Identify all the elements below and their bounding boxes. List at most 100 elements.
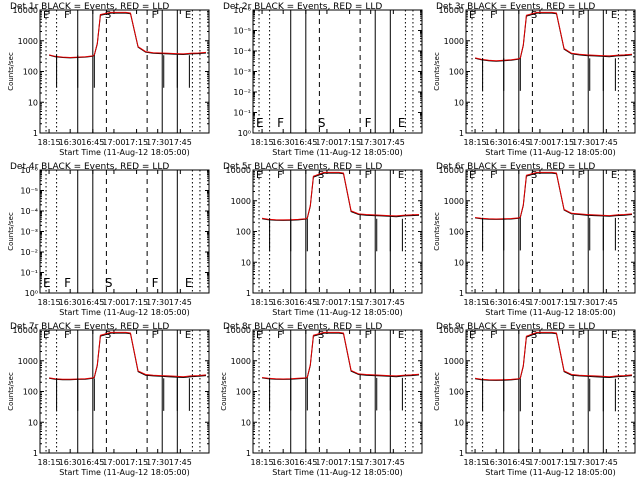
x-tick-label: 17:15: [125, 298, 148, 307]
y-axis-label: Counts/sec: [433, 212, 441, 251]
panel-title: Det 1r BLACK = Events, RED = LLD: [10, 2, 169, 12]
region-label: S: [105, 10, 111, 21]
x-axis-label: Start Time (11-Aug-12 18:05:00): [272, 468, 403, 477]
x-tick-label: 17:45: [169, 138, 192, 147]
x-tick-label: 17:45: [382, 298, 405, 307]
plot-frame: [465, 329, 636, 454]
plot-frame: [252, 329, 423, 454]
region-label: E: [469, 170, 475, 181]
y-tick-label: 1000: [231, 197, 251, 206]
x-tick-label: 16:30: [59, 138, 82, 147]
x-tick-label: 18:15: [251, 138, 274, 147]
y-tick-label: 100: [236, 388, 251, 397]
panel-title: Det 3r BLACK = Events, RED = LLD: [436, 2, 595, 12]
y-tick-label: 10: [28, 98, 38, 107]
x-tick-label: 17:30: [572, 458, 595, 467]
x-tick-label: 18:15: [251, 298, 274, 307]
x-tick-label: 17:30: [359, 138, 382, 147]
x-tick-label: 17:45: [595, 298, 618, 307]
x-tick-label: 16:45: [294, 298, 317, 307]
detector-panel-1: Det 1r BLACK = Events, RED = LLD 1 10 100 10…: [7, 2, 210, 157]
x-tick-label: 17:00: [102, 138, 125, 147]
y-tick-label: 10: [454, 258, 464, 267]
y-tick-label: 100: [449, 388, 464, 397]
region-label: E: [43, 10, 49, 21]
y-tick-label: 10000: [13, 6, 38, 15]
y-tick-label: 1000: [231, 357, 251, 366]
series-line-events: [475, 172, 633, 220]
x-axis-label: Start Time (11-Aug-12 18:05:00): [485, 468, 616, 477]
y-tick-label: 1: [459, 129, 464, 138]
region-label: E: [185, 276, 193, 290]
panel-title: Det 6r BLACK = Events, RED = LLD: [436, 162, 595, 172]
x-tick-label: 17:45: [595, 138, 618, 147]
plot-frame: [39, 9, 210, 134]
region-label: E: [611, 170, 617, 181]
y-tick-label: 10⁻⁵: [20, 187, 38, 196]
y-tick-label: 1000: [18, 37, 38, 46]
x-tick-label: 16:45: [507, 458, 530, 467]
x-tick-label: 17:45: [169, 458, 192, 467]
y-tick-label: 10: [28, 418, 38, 427]
region-label: S: [105, 330, 111, 341]
region-label: F: [64, 276, 71, 290]
x-tick-label: 16:30: [59, 458, 82, 467]
region-label: E: [256, 330, 262, 341]
y-axis-label: Counts/sec: [433, 372, 441, 411]
y-tick-label: 10: [241, 418, 251, 427]
x-tick-label: 17:15: [338, 138, 361, 147]
series-line-lld: [475, 171, 633, 220]
series-line-lld: [475, 331, 633, 381]
x-axis-label: Start Time (11-Aug-12 18:05:00): [59, 148, 190, 157]
detector-panel-6: Det 6r BLACK = Events, RED = LLD 1 10 100 10…: [433, 162, 636, 317]
x-tick-label: 18:15: [464, 138, 487, 147]
x-tick-label: 17:15: [338, 298, 361, 307]
y-tick-label: 10⁰: [25, 289, 38, 298]
plot-frame: [39, 329, 210, 454]
region-label: F: [365, 330, 371, 341]
x-tick-label: 17:00: [102, 458, 125, 467]
x-tick-label: 17:45: [382, 138, 405, 147]
x-tick-label: 18:15: [38, 138, 61, 147]
y-tick-label: 10: [241, 258, 251, 267]
region-label: E: [398, 330, 404, 341]
x-tick-label: 17:00: [315, 298, 338, 307]
region-label: E: [398, 116, 406, 130]
panel-title: Det 2r BLACK = Events, RED = LLD: [223, 2, 382, 12]
y-tick-label: 10⁻⁴: [233, 47, 251, 56]
y-tick-label: 1000: [444, 37, 464, 46]
panel-title: Det 4r BLACK = Events, RED = LLD: [10, 162, 169, 172]
series-line-events: [475, 332, 633, 381]
x-axis-label: Start Time (11-Aug-12 18:05:00): [485, 308, 616, 317]
region-label: F: [152, 330, 158, 341]
region-label: E: [256, 116, 264, 130]
x-axis-label: Start Time (11-Aug-12 18:05:00): [272, 148, 403, 157]
plot-frame: [465, 9, 636, 134]
x-tick-label: 17:00: [102, 298, 125, 307]
panel-title: Det 8r BLACK = Events, RED = LLD: [223, 322, 382, 332]
x-tick-label: 17:30: [572, 298, 595, 307]
y-tick-label: 100: [449, 228, 464, 237]
series-line-events: [474, 12, 633, 62]
x-axis-label: Start Time (11-Aug-12 18:05:00): [59, 308, 190, 317]
y-tick-label: 10⁻⁶: [233, 6, 251, 15]
plot-frame: [465, 169, 636, 294]
y-tick-label: 10: [454, 98, 464, 107]
y-tick-label: 1000: [444, 357, 464, 366]
x-tick-label: 17:00: [315, 458, 338, 467]
region-label: F: [64, 10, 70, 21]
x-tick-label: 17:30: [146, 138, 169, 147]
y-tick-label: 10⁻¹: [233, 109, 251, 118]
x-tick-label: 18:15: [38, 458, 61, 467]
series-line-lld: [262, 171, 420, 221]
x-tick-label: 16:30: [272, 298, 295, 307]
region-label: F: [578, 170, 584, 181]
x-tick-label: 17:15: [551, 298, 574, 307]
y-tick-label: 10000: [226, 326, 251, 335]
y-tick-label: 1: [33, 449, 38, 458]
detector-panel-2: Det 2r BLACK = Events, RED = LLD 10⁰ 10⁻¹ 1…: [223, 2, 423, 157]
y-tick-label: 1: [33, 129, 38, 138]
x-tick-label: 17:30: [146, 458, 169, 467]
region-label: S: [531, 330, 537, 341]
